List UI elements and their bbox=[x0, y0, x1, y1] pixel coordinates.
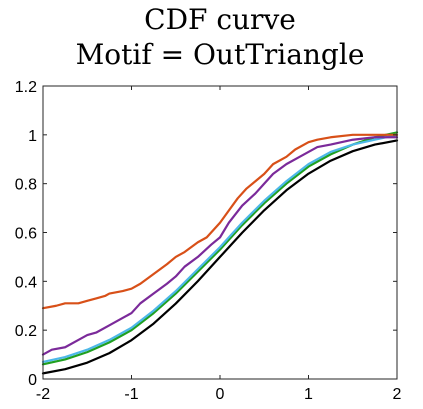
x-tick-label-4: 2 bbox=[393, 386, 402, 403]
chart-title-line-1: CDF curve bbox=[144, 3, 296, 36]
chart-title-line-2: Motif = OutTriangle bbox=[76, 38, 365, 71]
y-tick-label-3: 0.6 bbox=[15, 226, 37, 243]
y-tick-label-5: 1 bbox=[28, 128, 37, 145]
series-line-1 bbox=[41, 131, 399, 366]
plot-layer: -2 -1 0 1 2 0 0.2 0.4 0.6 0.8 1 1.2 bbox=[15, 79, 402, 403]
series-line-4 bbox=[41, 133, 399, 310]
plot-box bbox=[42, 85, 398, 380]
y-tick-label-2: 0.4 bbox=[15, 274, 37, 291]
series-line-0 bbox=[41, 139, 399, 375]
y-tick-label-0: 0 bbox=[28, 372, 37, 389]
x-tick-label-1: -1 bbox=[124, 386, 138, 403]
x-tick-label-2: 0 bbox=[216, 386, 225, 403]
x-tick-label-0: -2 bbox=[36, 386, 50, 403]
y-tick-label-6: 1.2 bbox=[15, 79, 37, 96]
x-tick-label-3: 1 bbox=[304, 386, 313, 403]
y-tick-label-1: 0.2 bbox=[15, 323, 37, 340]
y-tick-label-4: 0.8 bbox=[15, 177, 37, 194]
series-line-3 bbox=[41, 136, 399, 356]
series-line-2 bbox=[41, 133, 399, 364]
